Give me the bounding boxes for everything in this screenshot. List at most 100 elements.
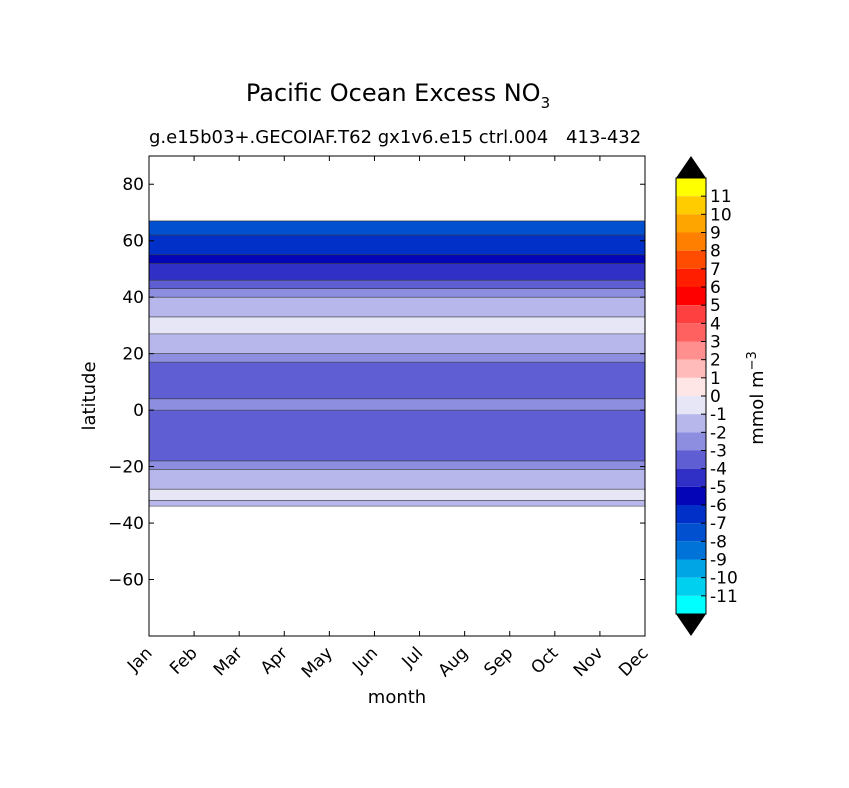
contour-band	[149, 398, 645, 411]
colorbar-tick-label: 0	[710, 387, 721, 407]
colorbar-segment	[676, 523, 706, 542]
colorbar-segment	[676, 486, 706, 505]
y-tick-label: −40	[108, 514, 144, 534]
colorbar-extend-top	[676, 156, 706, 178]
colorbar-segment	[676, 577, 706, 596]
contour-band	[149, 235, 645, 255]
chart-subtitle: g.e15b03+.GECOIAF.T62 gx1v6.e15 ctrl.004	[149, 127, 548, 148]
contour-band	[149, 254, 645, 264]
x-tick-label: Dec	[615, 643, 652, 680]
colorbar-segment	[676, 377, 706, 396]
y-tick-label: 0	[133, 401, 144, 421]
y-tick-label: 40	[122, 288, 144, 308]
x-tick-label: Nov	[570, 643, 608, 681]
contour-band	[149, 353, 645, 363]
colorbar-tick-label: -11	[710, 587, 738, 607]
colorbar-tick-label: 8	[710, 242, 721, 262]
x-tick-label: Jan	[123, 643, 156, 676]
colorbar-tick-label: 9	[710, 224, 721, 244]
colorbar-segment	[676, 214, 706, 233]
contour-band	[149, 410, 645, 461]
contour-lines	[149, 220, 645, 507]
contour-band	[149, 316, 645, 334]
contour-band	[149, 263, 645, 281]
colorbar-tick-label: -1	[710, 405, 727, 425]
colorbar-segment	[676, 250, 706, 269]
colorbar-segment	[676, 305, 706, 324]
y-axis: 80 60 40 20 0 −20 −40 −60	[108, 175, 645, 591]
colorbar-segment	[676, 268, 706, 287]
colorbar-tick-label: 6	[710, 278, 721, 298]
x-tick-label: Apr	[257, 643, 292, 678]
colorbar-segment	[676, 414, 706, 433]
colorbar-tick-label: 5	[710, 296, 721, 316]
colorbar-tick-label: 4	[710, 314, 721, 334]
contour-band	[149, 500, 645, 507]
colorbar-segment	[676, 323, 706, 342]
colorbar-tick-label: -10	[710, 569, 738, 589]
x-tick-label: Oct	[527, 643, 562, 678]
x-tick-label: Aug	[435, 643, 473, 681]
colorbar-segment	[676, 232, 706, 251]
y-tick-label: 60	[122, 232, 144, 252]
contour-band	[149, 460, 645, 470]
colorbar-tick-label: 11	[710, 187, 732, 207]
colorbar-segment	[676, 287, 706, 306]
contour-band	[149, 469, 645, 490]
colorbar-segment	[676, 196, 706, 215]
y-tick-label: 20	[122, 345, 144, 365]
colorbar-tick-label: -9	[710, 551, 727, 571]
y-tick-label: 80	[122, 175, 144, 195]
colorbar-tick-label: 3	[710, 333, 721, 353]
contour-bands	[149, 220, 645, 507]
colorbar-segment	[676, 178, 706, 197]
colorbar-segment	[676, 359, 706, 378]
contour-band	[149, 489, 645, 501]
colorbar-tick-label: -4	[710, 460, 727, 480]
colorbar-label: mmol m−3	[745, 351, 768, 445]
x-axis: Jan Feb Mar Apr May Jun Jul Aug Sep Oct Nov Dec	[123, 156, 653, 682]
y-tick-label: −20	[108, 458, 144, 478]
colorbar-segment	[676, 432, 706, 451]
colorbar-tick-label: -6	[710, 496, 727, 516]
colorbar-tick-label: -7	[710, 514, 727, 534]
colorbar-segment	[676, 559, 706, 578]
x-tick-label: Jul	[398, 643, 427, 672]
colorbar-tick-label: -5	[710, 478, 727, 498]
x-tick-label: Feb	[166, 643, 201, 678]
colorbar-label-text: mmol m	[747, 370, 768, 444]
colorbar-segment	[676, 341, 706, 360]
y-tick-label: −60	[108, 571, 144, 591]
contour-band	[149, 288, 645, 298]
x-axis-label: month	[368, 687, 426, 708]
x-tick-label: Mar	[210, 643, 247, 680]
plot-frame	[148, 155, 646, 637]
colorbar-tick-label: 1	[710, 369, 721, 389]
x-tick-label: Sep	[480, 643, 517, 680]
colorbar-segment	[676, 396, 706, 415]
colorbar-tick-label: 10	[710, 205, 732, 225]
colorbar-extend-bottom	[676, 614, 706, 636]
contour-band	[149, 333, 645, 354]
chart-subtitle-range: 413-432	[566, 127, 641, 148]
contour-band	[149, 280, 645, 289]
contour-band	[149, 297, 645, 317]
colorbar-tick-label: -3	[710, 442, 727, 462]
chart-title-subscript: 3	[541, 94, 551, 112]
x-tick-label: May	[298, 643, 337, 682]
colorbar-tick-label: 2	[710, 351, 721, 371]
contour-band	[149, 362, 645, 399]
colorbar-segment	[676, 505, 706, 524]
y-axis-label: latitude	[79, 361, 100, 430]
colorbar-tick-label: 7	[710, 260, 721, 280]
colorbar-segment	[676, 468, 706, 487]
colorbar-label-superscript: −3	[745, 351, 760, 370]
chart-title-text: Pacific Ocean Excess NO	[246, 79, 541, 107]
chart-title: Pacific Ocean Excess NO3	[246, 79, 550, 112]
colorbar-tick-label: -8	[710, 532, 727, 552]
colorbar-segment	[676, 595, 706, 614]
colorbar-segment	[676, 450, 706, 469]
colorbar-tick-label: -2	[710, 423, 727, 443]
